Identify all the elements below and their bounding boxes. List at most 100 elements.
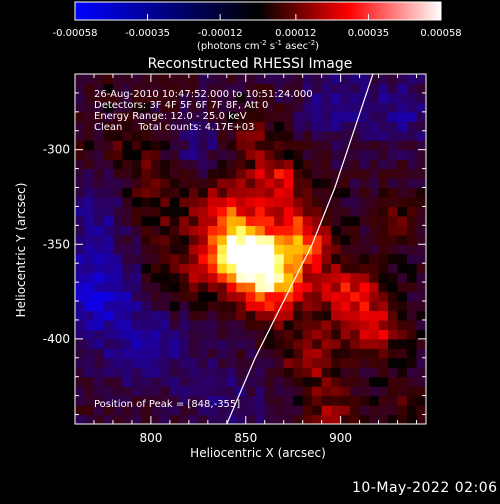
heatmap-cell xyxy=(160,263,171,274)
heatmap-cell xyxy=(150,121,161,132)
heatmap-cell xyxy=(112,310,124,321)
heatmap-cell xyxy=(236,319,247,331)
heatmap-cell xyxy=(217,395,228,406)
heatmap-cell xyxy=(340,121,351,132)
heatmap-cell xyxy=(169,357,180,368)
heatmap-cell xyxy=(359,282,370,293)
heatmap-cell xyxy=(122,357,133,368)
heatmap-cell xyxy=(103,301,114,312)
heatmap-cell xyxy=(274,301,285,312)
heatmap-cell xyxy=(131,149,143,160)
solar-limb-curve xyxy=(226,74,374,424)
heatmap-cell xyxy=(207,301,218,312)
heatmap-cell xyxy=(198,376,209,387)
heatmap-cell xyxy=(75,187,86,198)
heatmap-cell xyxy=(84,319,95,331)
heatmap-cell xyxy=(198,168,209,179)
heatmap-cell xyxy=(321,319,332,331)
heatmap-cell xyxy=(321,92,332,103)
heatmap-cell xyxy=(369,338,380,349)
colorbar: -0.00058 -0.00035 -0.00012 0.00012 0.00035 0.… xyxy=(53,1,462,52)
heatmap-cell xyxy=(226,367,237,378)
heatmap-cell xyxy=(283,376,294,387)
heatmap-cell xyxy=(217,121,228,132)
heatmap-cell xyxy=(112,102,124,113)
heatmap-cell xyxy=(245,121,256,132)
heatmap-cell xyxy=(312,367,323,378)
heatmap-cell xyxy=(397,263,408,274)
heatmap-cell xyxy=(188,253,199,264)
heatmap-cell xyxy=(226,74,237,85)
heatmap-cell xyxy=(245,215,256,226)
heatmap-cell xyxy=(84,225,95,236)
heatmap-cell xyxy=(302,263,313,274)
heatmap-cell xyxy=(378,149,389,160)
heatmap-cell xyxy=(207,102,218,113)
heatmap-cell xyxy=(369,206,380,217)
heatmap-cell xyxy=(416,206,426,217)
heatmap-cell xyxy=(122,149,133,160)
heatmap-cell xyxy=(179,395,190,406)
heatmap-cell xyxy=(359,234,370,245)
heatmap-cell xyxy=(416,178,426,189)
heatmap-cell xyxy=(112,83,124,94)
heatmap-cell xyxy=(131,111,143,122)
heatmap-cell xyxy=(321,244,332,255)
heatmap-cell xyxy=(378,244,389,255)
heatmap-cell xyxy=(188,414,199,424)
heatmap-cell xyxy=(226,140,237,151)
heatmap-cell xyxy=(264,121,275,132)
heatmap-cell xyxy=(160,319,171,331)
heatmap-cell xyxy=(236,83,247,94)
heatmap-cell xyxy=(75,376,86,387)
heatmap-cell xyxy=(226,168,237,179)
heatmap-cell xyxy=(388,83,399,94)
heatmap-cell xyxy=(150,168,161,179)
heatmap-cell xyxy=(350,282,361,293)
heatmap-cell xyxy=(93,140,105,151)
heatmap-cell xyxy=(131,196,143,208)
heatmap-cell xyxy=(207,83,218,94)
heatmap-cell xyxy=(407,376,418,387)
heatmap-cell xyxy=(416,111,426,122)
heatmap-cell xyxy=(103,405,114,416)
heatmap-cell xyxy=(388,319,399,331)
x-axis-label: Heliocentric X (arcsec) xyxy=(190,446,326,460)
heatmap-cell xyxy=(150,357,161,368)
heatmap-cell xyxy=(255,282,266,293)
heatmap-cell xyxy=(388,178,399,189)
heatmap-cell xyxy=(245,291,256,302)
heatmap-cell xyxy=(236,187,247,198)
heatmap-cell xyxy=(217,244,228,255)
heatmap-cell xyxy=(340,244,351,255)
heatmap-cell xyxy=(274,376,285,387)
heatmap-cell xyxy=(340,111,351,122)
heatmap-cell xyxy=(378,310,389,321)
heatmap-cell xyxy=(141,130,152,141)
heatmap-cell xyxy=(75,92,86,103)
heatmap-cell xyxy=(93,92,105,103)
heatmap-cell xyxy=(131,178,143,189)
heatmap-cell xyxy=(369,92,380,103)
heatmap-cell xyxy=(75,244,86,255)
heatmap-cell xyxy=(198,329,209,340)
heatmap-cell xyxy=(160,215,171,226)
heatmap-cell xyxy=(236,253,247,264)
heatmap-cell xyxy=(226,319,237,331)
heatmap-cell xyxy=(369,178,380,189)
heatmap-cell xyxy=(93,301,105,312)
heatmap-cell xyxy=(302,329,313,340)
heatmap-cell xyxy=(340,159,351,170)
heatmap-cell xyxy=(397,102,408,113)
heatmap-cell xyxy=(397,121,408,132)
heatmap-cell xyxy=(179,168,190,179)
heatmap-cell xyxy=(188,291,199,302)
heatmap-cell xyxy=(407,215,418,226)
heatmap-cell xyxy=(131,272,143,283)
heatmap-cell xyxy=(93,414,105,424)
heatmap-cell xyxy=(179,149,190,160)
heatmap-cell xyxy=(255,234,266,245)
heatmap-cell xyxy=(150,74,161,85)
heatmap-cell xyxy=(160,225,171,236)
heatmap-cell xyxy=(169,168,180,179)
